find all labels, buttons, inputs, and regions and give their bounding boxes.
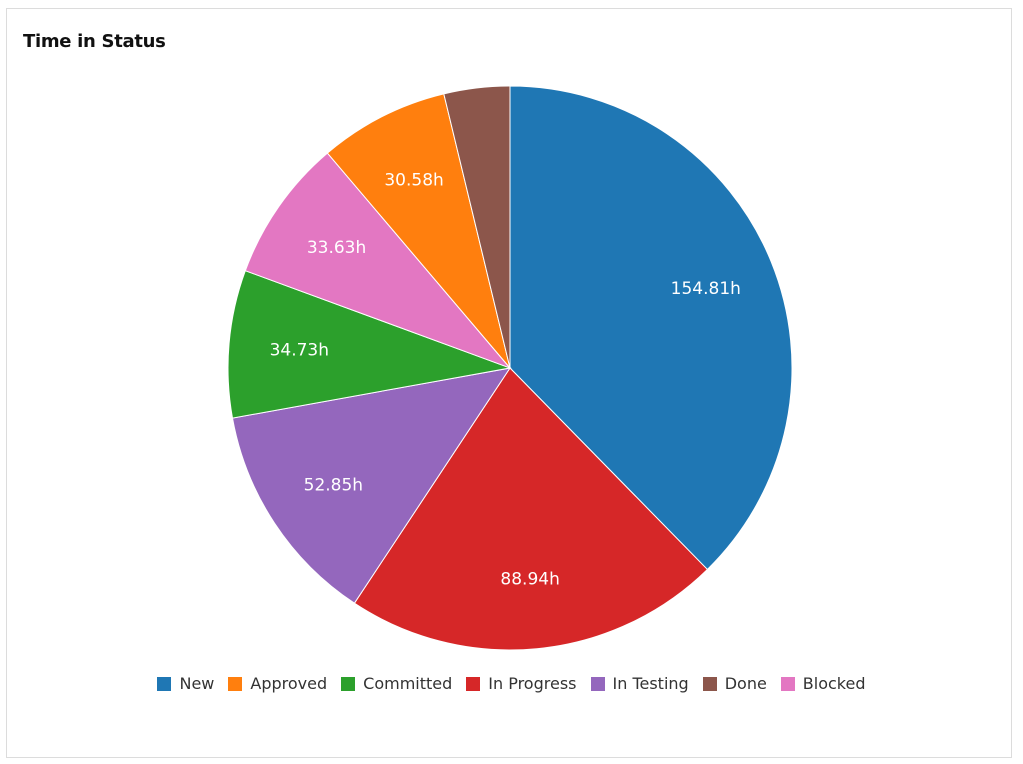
legend-label: In Testing bbox=[612, 674, 689, 693]
legend-label: In Progress bbox=[488, 674, 577, 693]
legend-label: New bbox=[179, 674, 215, 693]
legend-label: Done bbox=[724, 674, 767, 693]
data-label: 52.85h bbox=[304, 475, 363, 495]
legend-swatch bbox=[590, 676, 605, 691]
legend-swatch bbox=[780, 676, 795, 691]
legend-swatch bbox=[466, 676, 481, 691]
legend: New Approved Committed In Progress In Testin… bbox=[0, 674, 1023, 693]
data-label: 154.81h bbox=[671, 279, 741, 299]
legend-item[interactable]: In Progress bbox=[466, 674, 577, 693]
legend-item[interactable]: Done bbox=[702, 674, 767, 693]
legend-item[interactable]: Blocked bbox=[780, 674, 866, 693]
legend-item[interactable]: Approved bbox=[228, 674, 327, 693]
legend-swatch bbox=[228, 676, 243, 691]
pie-slice-new[interactable] bbox=[509, 85, 793, 571]
pie-slice-committed[interactable] bbox=[227, 270, 512, 419]
legend-swatch bbox=[702, 676, 717, 691]
legend-item[interactable]: In Testing bbox=[590, 674, 689, 693]
data-label: 33.63h bbox=[307, 238, 366, 258]
chart-title: Time in Status bbox=[23, 31, 166, 52]
legend-swatch bbox=[157, 676, 172, 691]
pie-slice-blocked[interactable] bbox=[244, 152, 512, 370]
pie-slice-done[interactable] bbox=[443, 85, 511, 369]
pie-slice-in-progress[interactable] bbox=[353, 367, 709, 651]
data-label: 30.58h bbox=[384, 170, 443, 190]
legend-label: Committed bbox=[363, 674, 453, 693]
data-label: 34.73h bbox=[270, 341, 329, 361]
data-label: 88.94h bbox=[500, 570, 559, 590]
legend-label: Approved bbox=[250, 674, 328, 693]
pie-slice-in-testing[interactable] bbox=[231, 367, 512, 604]
legend-item[interactable]: New bbox=[157, 674, 214, 693]
legend-item[interactable]: Committed bbox=[341, 674, 452, 693]
legend-swatch bbox=[341, 676, 356, 691]
legend-label: Blocked bbox=[802, 674, 866, 693]
pie-slice-approved[interactable] bbox=[326, 93, 511, 369]
